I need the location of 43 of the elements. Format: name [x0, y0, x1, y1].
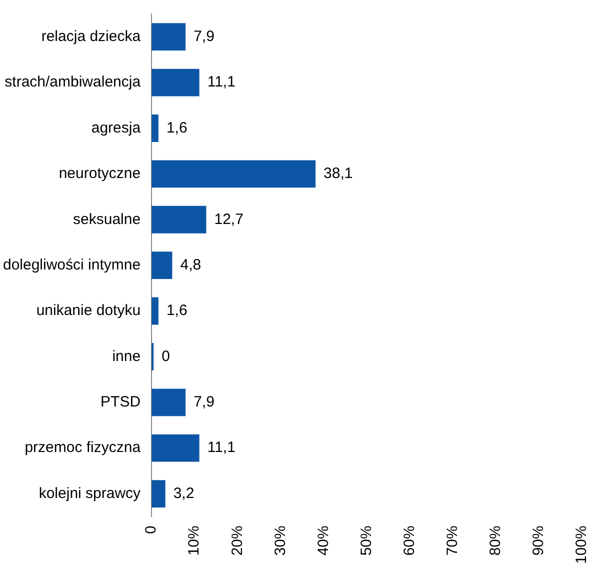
y-tick-label: strach/ambiwalencja	[4, 74, 142, 91]
x-tick-label: 10%	[186, 526, 203, 556]
x-tick-label: 30%	[272, 526, 289, 556]
bar	[152, 434, 200, 462]
y-tick-label: relacja dziecka	[41, 28, 142, 45]
data-label: 7,9	[194, 28, 214, 45]
data-label: 11,1	[207, 439, 236, 456]
data-label: 3,2	[173, 484, 194, 502]
data-label: 7,9	[194, 394, 214, 411]
x-tick-label: 40%	[314, 526, 332, 556]
data-label: 1,6	[166, 302, 188, 320]
bar	[152, 388, 186, 416]
bar	[152, 23, 186, 51]
y-tick-label: neurotyczne	[58, 165, 141, 182]
y-tick-label: unikanie dotyku	[36, 302, 141, 320]
y-tick-label: przemoc fizyczna	[24, 439, 142, 456]
data-label: 4,8	[180, 256, 202, 274]
y-tick-label: agresja	[91, 119, 142, 136]
data-label: 38,1	[324, 165, 353, 182]
data-label: 1,6	[166, 119, 188, 136]
bar	[152, 160, 316, 188]
x-tick-label: 70%	[444, 526, 462, 556]
bar	[152, 297, 158, 325]
x-tick-label: 100%	[573, 526, 590, 564]
x-tick-label: 0	[142, 526, 160, 534]
data-label: 11,1	[207, 74, 236, 91]
y-tick-label: dolegliwości intymne	[2, 256, 141, 274]
x-tick-label: 80%	[487, 526, 504, 556]
data-label: 0	[162, 348, 170, 365]
data-label: 12,7	[214, 210, 244, 228]
y-tick-label: inne	[112, 348, 141, 365]
x-tick-label: 50%	[358, 526, 375, 556]
x-tick-label: 20%	[228, 526, 246, 556]
bar	[152, 206, 206, 234]
x-tick-label: 90%	[530, 526, 548, 556]
y-tick-label: PTSD	[100, 394, 141, 411]
y-tick-label: kolejni sprawcy	[38, 484, 142, 502]
x-tick-label: 60%	[400, 526, 418, 556]
bar	[152, 252, 172, 280]
bar	[152, 480, 166, 508]
bar	[152, 68, 200, 96]
y-tick-label: seksualne	[73, 210, 141, 228]
bar	[152, 114, 158, 142]
